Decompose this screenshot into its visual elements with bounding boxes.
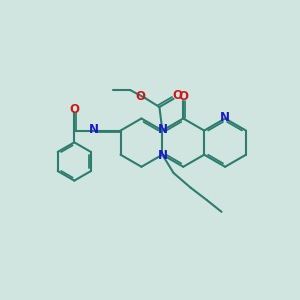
Text: N: N [158, 123, 168, 136]
Text: O: O [70, 103, 80, 116]
Text: O: O [136, 90, 146, 103]
Text: N: N [158, 149, 168, 162]
Text: N: N [220, 111, 230, 124]
Text: O: O [178, 90, 189, 103]
Text: O: O [172, 89, 182, 102]
Text: N: N [89, 123, 99, 136]
